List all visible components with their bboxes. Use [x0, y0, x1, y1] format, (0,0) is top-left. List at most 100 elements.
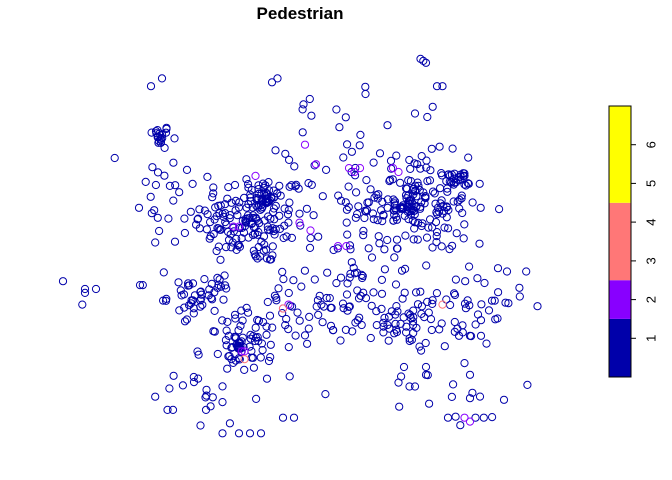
data-point-value-1	[290, 162, 299, 171]
data-point-value-1	[194, 214, 203, 223]
data-point-value-1	[391, 319, 400, 328]
data-point-value-1	[216, 282, 226, 291]
data-point-value-1	[170, 237, 180, 246]
data-point-value-1	[210, 306, 219, 315]
data-point-value-1	[262, 330, 271, 339]
data-point-value-1	[305, 94, 314, 104]
data-point-value-1	[175, 306, 184, 315]
data-point-value-1	[306, 234, 315, 243]
data-point-value-1	[282, 314, 291, 324]
data-point-value-1	[396, 178, 405, 187]
legend-color-band	[609, 318, 631, 377]
data-point-value-1	[208, 193, 217, 202]
data-point-value-1	[405, 382, 414, 391]
data-point-value-1	[359, 288, 368, 297]
data-point-value-1	[254, 181, 263, 190]
data-point-value-1	[463, 296, 472, 305]
data-point-value-1	[233, 211, 242, 220]
data-point-value-1	[374, 190, 383, 199]
data-point-value-1	[177, 291, 186, 300]
data-point-value-1	[363, 198, 372, 207]
data-point-value-1	[436, 184, 445, 193]
data-point-value-1	[268, 242, 277, 251]
data-point-value-1	[419, 56, 428, 66]
data-point-value-1	[322, 293, 331, 303]
data-point-value-1	[336, 336, 345, 345]
data-point-value-1	[361, 206, 370, 215]
data-point-value-1	[479, 413, 488, 422]
data-point-value-1	[268, 323, 277, 332]
data-point-value-1	[412, 202, 421, 211]
data-point-value-1	[449, 180, 458, 189]
data-point-value-1	[261, 191, 271, 201]
legend-tick-label: 3	[643, 257, 658, 264]
data-point-value-1	[266, 340, 275, 349]
data-point-value-1	[504, 299, 513, 308]
data-point-value-1	[135, 281, 145, 290]
data-point-value-1	[476, 331, 486, 340]
data-point-value-1	[416, 54, 425, 64]
data-point-value-1	[390, 210, 399, 219]
data-point-value-1	[219, 212, 228, 221]
data-point-value-1	[413, 235, 422, 244]
data-point-value-1	[390, 329, 399, 338]
data-point-value-1	[377, 275, 386, 284]
data-point-value-1	[329, 245, 338, 255]
data-point-value-1	[221, 218, 230, 227]
data-point-value-1	[333, 244, 342, 253]
data-point-value-2	[306, 226, 315, 235]
data-point-value-1	[334, 191, 343, 200]
data-point-value-1	[283, 210, 293, 219]
data-point-value-1	[377, 289, 387, 298]
data-point-value-1	[272, 296, 281, 305]
data-point-value-1	[457, 191, 466, 200]
data-point-value-1	[225, 351, 234, 361]
data-point-value-2	[237, 347, 246, 356]
data-point-value-1	[449, 380, 458, 389]
data-point-value-1	[322, 165, 331, 174]
data-point-value-1	[394, 378, 403, 387]
data-point-value-1	[212, 246, 221, 256]
data-point-value-1	[239, 228, 249, 237]
data-point-value-1	[436, 199, 445, 208]
data-point-value-1	[475, 392, 485, 401]
data-point-value-1	[300, 331, 310, 340]
legend-tick-label: 5	[644, 180, 659, 187]
data-point-value-1	[409, 235, 418, 244]
data-point-value-1	[412, 323, 421, 332]
data-point-value-1	[395, 402, 404, 411]
data-point-value-1	[175, 188, 184, 197]
data-point-value-1	[58, 277, 68, 286]
data-point-value-1	[357, 270, 366, 279]
data-point-value-1	[224, 183, 233, 192]
data-point-value-1	[209, 230, 218, 239]
data-point-value-1	[401, 264, 410, 273]
data-point-value-1	[204, 291, 213, 300]
data-point-value-1	[161, 128, 171, 137]
data-point-value-1	[446, 300, 455, 310]
data-point-value-1	[180, 303, 189, 312]
data-point-value-2	[388, 164, 398, 173]
data-point-value-1	[168, 405, 178, 414]
data-point-value-1	[141, 177, 150, 186]
data-point-value-1	[223, 194, 232, 203]
data-point-value-1	[273, 189, 282, 198]
data-point-value-1	[221, 336, 230, 345]
data-point-value-1	[323, 268, 332, 277]
data-point-value-1	[251, 323, 260, 332]
data-point-value-1	[411, 186, 420, 195]
data-point-value-1	[291, 331, 300, 340]
data-point-value-1	[310, 275, 319, 284]
data-point-value-1	[186, 207, 195, 216]
data-point-value-1	[465, 394, 475, 403]
data-point-value-1	[482, 339, 491, 348]
legend-tick-label: 4	[644, 218, 659, 225]
data-point-value-1	[353, 286, 362, 295]
data-point-value-1	[428, 299, 437, 308]
legend-tick-label: 1	[643, 335, 658, 342]
data-point-value-1	[247, 219, 256, 229]
data-point-value-1	[271, 201, 280, 210]
data-point-value-1	[453, 197, 462, 206]
data-point-value-1	[180, 214, 189, 223]
data-point-value-1	[285, 372, 294, 381]
